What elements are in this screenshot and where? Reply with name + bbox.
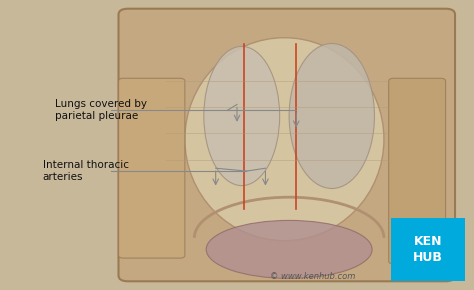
FancyBboxPatch shape (118, 78, 185, 258)
Ellipse shape (185, 38, 384, 241)
Text: Internal thoracic
arteries: Internal thoracic arteries (43, 160, 128, 182)
FancyBboxPatch shape (118, 9, 455, 281)
Text: KEN
HUB: KEN HUB (413, 235, 443, 264)
Ellipse shape (289, 44, 374, 188)
FancyBboxPatch shape (391, 218, 465, 281)
FancyBboxPatch shape (389, 78, 446, 264)
Ellipse shape (204, 46, 280, 186)
Text: Lungs covered by
parietal pleurae: Lungs covered by parietal pleurae (55, 99, 146, 121)
Text: © www.kenhub.com: © www.kenhub.com (270, 272, 356, 281)
Ellipse shape (206, 220, 372, 278)
